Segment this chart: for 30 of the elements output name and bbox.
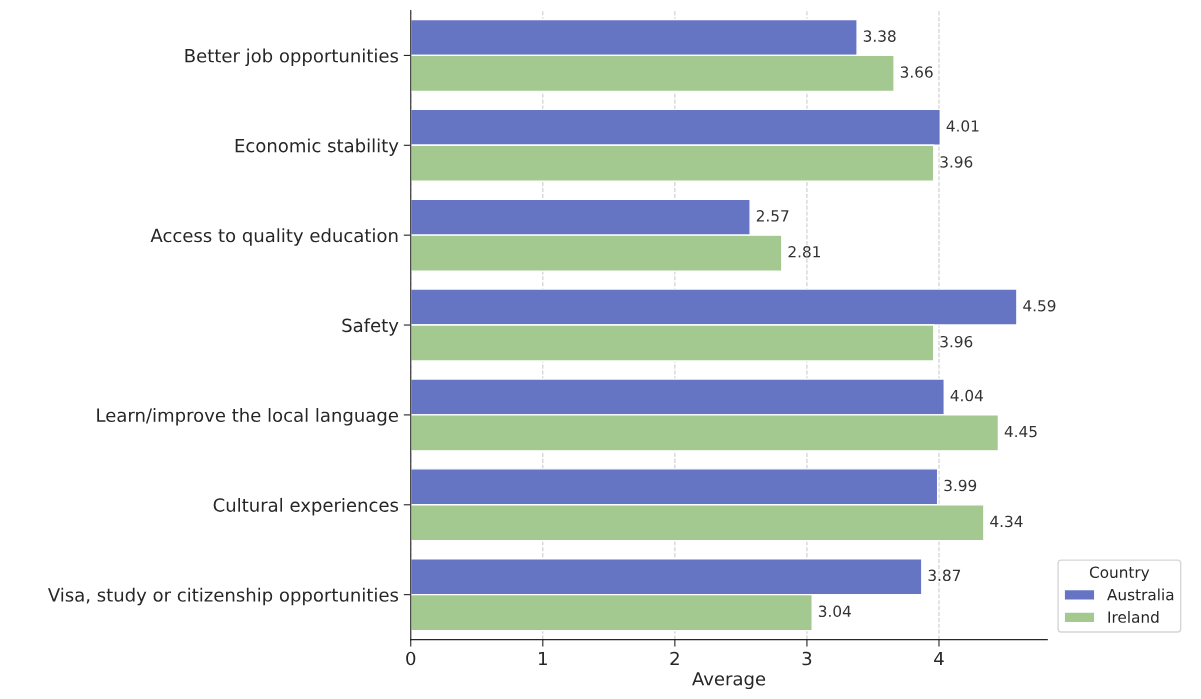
y-tick-label: Better job opportunities bbox=[185, 48, 399, 67]
x-tick-label: 3 bbox=[802, 651, 812, 666]
legend-title: Country bbox=[1089, 566, 1150, 581]
legend-label: Australia bbox=[1107, 588, 1174, 601]
y-tick-label: Access to quality education bbox=[150, 228, 398, 246]
data-label: 3.38 bbox=[863, 30, 896, 42]
data-label: 4.59 bbox=[1023, 299, 1056, 312]
y-tick-label: Learn/improve the local language bbox=[97, 408, 398, 426]
legend-label: Ireland bbox=[1108, 611, 1159, 623]
data-label: 2.57 bbox=[756, 210, 789, 222]
y-tick-label: Cultural experiences bbox=[213, 497, 399, 516]
x-tick-label: 2 bbox=[670, 651, 679, 666]
data-label: 4.34 bbox=[990, 515, 1023, 528]
data-label: 3.87 bbox=[928, 569, 961, 582]
data-label: 3.96 bbox=[940, 335, 973, 348]
x-tick-label: 0 bbox=[406, 651, 416, 666]
x-tick-label: 4 bbox=[934, 651, 944, 666]
y-tick-label: Economic stability bbox=[235, 138, 399, 156]
data-label: 4.01 bbox=[946, 120, 979, 132]
data-label: 2.81 bbox=[788, 246, 820, 258]
data-label: 3.99 bbox=[944, 479, 977, 492]
data-label: 3.04 bbox=[818, 605, 851, 618]
data-label: 3.66 bbox=[900, 66, 933, 78]
x-tick-label: 1 bbox=[539, 651, 547, 666]
data-label: 4.04 bbox=[950, 389, 983, 402]
y-tick-label: Safety bbox=[342, 318, 399, 336]
y-tick-label: Visa, study or citizenship opportunities bbox=[47, 587, 399, 606]
data-label: 3.96 bbox=[940, 156, 973, 168]
x-axis-title: Average bbox=[692, 672, 766, 690]
data-label: 4.45 bbox=[1004, 425, 1037, 438]
